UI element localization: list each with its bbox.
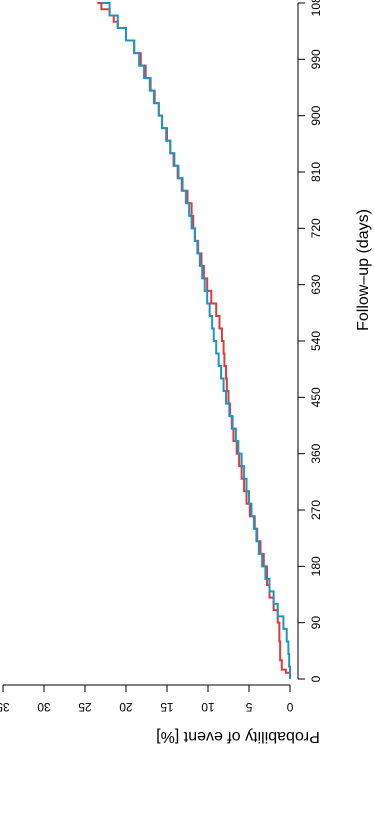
y-tick-label: 10 [201, 700, 215, 714]
y-tick-label: 30 [37, 700, 51, 714]
x-axis-title: Follow–up (days) [355, 209, 372, 331]
y-tick-label: 35 [0, 700, 10, 714]
x-tick-label: 90 [309, 616, 323, 630]
series-line-2 [101, 2, 291, 679]
series-line-1 [97, 2, 291, 679]
y-tick-label: 15 [160, 700, 174, 714]
x-tick-label: 900 [309, 105, 323, 125]
x-tick-label: 540 [309, 331, 323, 351]
y-tick-label: 0 [286, 700, 293, 714]
x-tick-label: 1080 [309, 0, 323, 16]
x-tick-label: 180 [309, 556, 323, 576]
y-axis: 0 5 10 15 20 25 30 35 [0, 684, 293, 714]
x-tick-label: 270 [309, 500, 323, 520]
x-tick-label: 990 [309, 49, 323, 69]
x-tick-label: 450 [309, 387, 323, 407]
x-tick-label: 720 [309, 218, 323, 238]
plot-area [97, 2, 291, 679]
y-tick-label: 20 [119, 700, 133, 714]
x-tick-label: 810 [309, 162, 323, 182]
x-axis: 0 90 180 270 360 450 540 630 720 810 900 990 1080 [297, 0, 323, 682]
y-tick-label: 25 [78, 700, 92, 714]
y-axis-title: Probability of event [%] [156, 728, 320, 745]
y-tick-label: 5 [245, 700, 252, 714]
x-tick-label: 0 [309, 675, 323, 682]
x-tick-label: 630 [309, 274, 323, 294]
x-tick-label: 360 [309, 443, 323, 463]
